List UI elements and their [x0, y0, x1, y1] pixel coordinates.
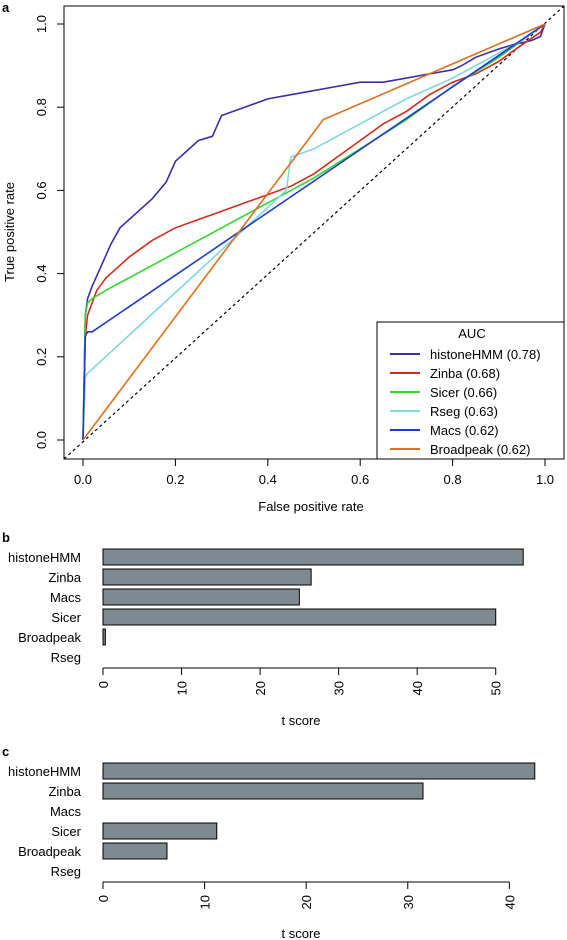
x-tick-label: 50	[489, 681, 504, 695]
roc-y-tick-label: 0.8	[34, 98, 49, 116]
roc-x-tick-label: 0.6	[351, 472, 369, 487]
roc-legend: AUC histoneHMM (0.78) Zinba (0.68) Sicer (…	[376, 321, 565, 460]
roc-y-tick-label: 0.0	[34, 431, 49, 449]
x-tick-label: 10	[175, 681, 190, 695]
legend-label-zinba: Zinba (0.68)	[430, 366, 500, 381]
bar-zinba	[102, 568, 312, 586]
category-label-sicer: Sicer	[51, 610, 81, 625]
x-tick-label: 20	[253, 681, 268, 695]
roc-x-tick-label: 0.8	[444, 472, 462, 487]
bar-histonehmm	[102, 548, 524, 566]
bar-chart-b-bars	[102, 548, 524, 646]
roc-y-axis: 0.0 0.2 0.4 0.6 0.8 1.0	[34, 15, 64, 449]
bar-zinba	[102, 782, 424, 800]
legend-label-broadpeak: Broadpeak (0.62)	[430, 442, 530, 457]
roc-y-tick-label: 0.2	[34, 348, 49, 366]
panel-c-label: c	[2, 744, 9, 759]
category-label-histonehmm: histoneHMM	[8, 550, 81, 565]
roc-plot-frame	[63, 5, 565, 460]
x-tick-label: 20	[299, 895, 314, 909]
bar-sicer	[102, 822, 218, 840]
panel-b: b histoneHMMZinbaMacsSicerBroadpeakRseg …	[2, 530, 524, 728]
panel-b-label: b	[2, 530, 10, 545]
roc-legend-box	[376, 321, 565, 460]
category-label-macs: Macs	[50, 804, 82, 819]
legend-label-macs: Macs (0.62)	[430, 423, 499, 438]
bar-chart-c-x-axis: 0 10 20 30 40	[96, 881, 517, 909]
bar-broadpeak	[102, 842, 168, 860]
bar-sicer	[102, 608, 497, 626]
x-tick-label: 0	[96, 895, 111, 902]
roc-x-tick-label: 0.2	[166, 472, 184, 487]
x-tick-label: 30	[332, 681, 347, 695]
roc-line-broadpeak	[82, 23, 546, 441]
category-label-sicer: Sicer	[51, 824, 81, 839]
roc-x-tick-label: 1.0	[536, 472, 554, 487]
roc-curves	[82, 23, 546, 441]
x-tick-label: 30	[401, 895, 416, 909]
roc-y-axis-title: True positive rate	[2, 182, 17, 282]
bar-broadpeak	[102, 628, 106, 646]
category-label-histonehmm: histoneHMM	[8, 764, 81, 779]
x-tick-label: 40	[410, 681, 425, 695]
bar-macs	[102, 588, 300, 606]
bar-chart-c-categories: histoneHMM Zinba Macs Sicer Broadpeak Rseg	[8, 764, 82, 879]
legend-label-sicer: Sicer (0.66)	[430, 385, 497, 400]
panel-a: a 0.0 0.2 0.4 0.6 0.8 1.0 0.00.20.40.60.81.0 …	[2, 0, 565, 514]
roc-x-tick-label: 0.0	[74, 472, 92, 487]
x-tick-label: 40	[502, 895, 517, 909]
roc-y-tick-label: 0.4	[34, 265, 49, 283]
roc-x-axis-title: False positive rate	[258, 499, 364, 514]
category-label-broadpeak: Broadpeak	[18, 630, 81, 645]
bar-chart-c-bars	[102, 762, 536, 860]
category-label-broadpeak: Broadpeak	[18, 844, 81, 859]
roc-y-tick-label: 1.0	[34, 15, 49, 33]
roc-y-tick-label: 0.6	[34, 181, 49, 199]
roc-legend-items: histoneHMM (0.78) Zinba (0.68) Sicer (0.66…	[390, 347, 541, 457]
category-label-rseg: Rseg	[51, 864, 81, 879]
legend-label-rseg: Rseg (0.63)	[430, 404, 498, 419]
bar-chart-b-categories: histoneHMM Zinba Macs Sicer Broadpeak Rseg	[8, 550, 82, 665]
category-label-zinba: Zinba	[48, 784, 81, 799]
roc-diagonal-reference	[63, 5, 565, 460]
category-label-rseg: Rseg	[51, 650, 81, 665]
roc-x-axis: 0.0 0.2 0.4 0.6 0.8 1.0	[74, 459, 554, 487]
bar-histonehmm	[102, 762, 536, 780]
roc-x-tick-label: 0.4	[259, 472, 277, 487]
legend-label-histonehmm: histoneHMM (0.78)	[430, 347, 541, 362]
panel-c: c histoneHMMZinbaMacsSicerBroadpeakRseg …	[2, 744, 536, 940]
bar-chart-b-x-axis: 0 10 20 30 40 50	[96, 667, 504, 695]
bar-chart-b-x-axis-title: t score	[281, 713, 320, 728]
bar-chart-c-x-axis-title: t score	[281, 926, 320, 940]
roc-line-histonehmm	[82, 23, 546, 441]
roc-line-macs	[82, 23, 546, 441]
x-tick-label: 0	[96, 681, 111, 688]
roc-line-rseg	[82, 23, 546, 441]
x-tick-label: 10	[198, 895, 213, 909]
panel-a-label: a	[2, 0, 10, 15]
roc-legend-title: AUC	[458, 326, 485, 341]
category-label-zinba: Zinba	[48, 570, 81, 585]
category-label-macs: Macs	[50, 590, 82, 605]
